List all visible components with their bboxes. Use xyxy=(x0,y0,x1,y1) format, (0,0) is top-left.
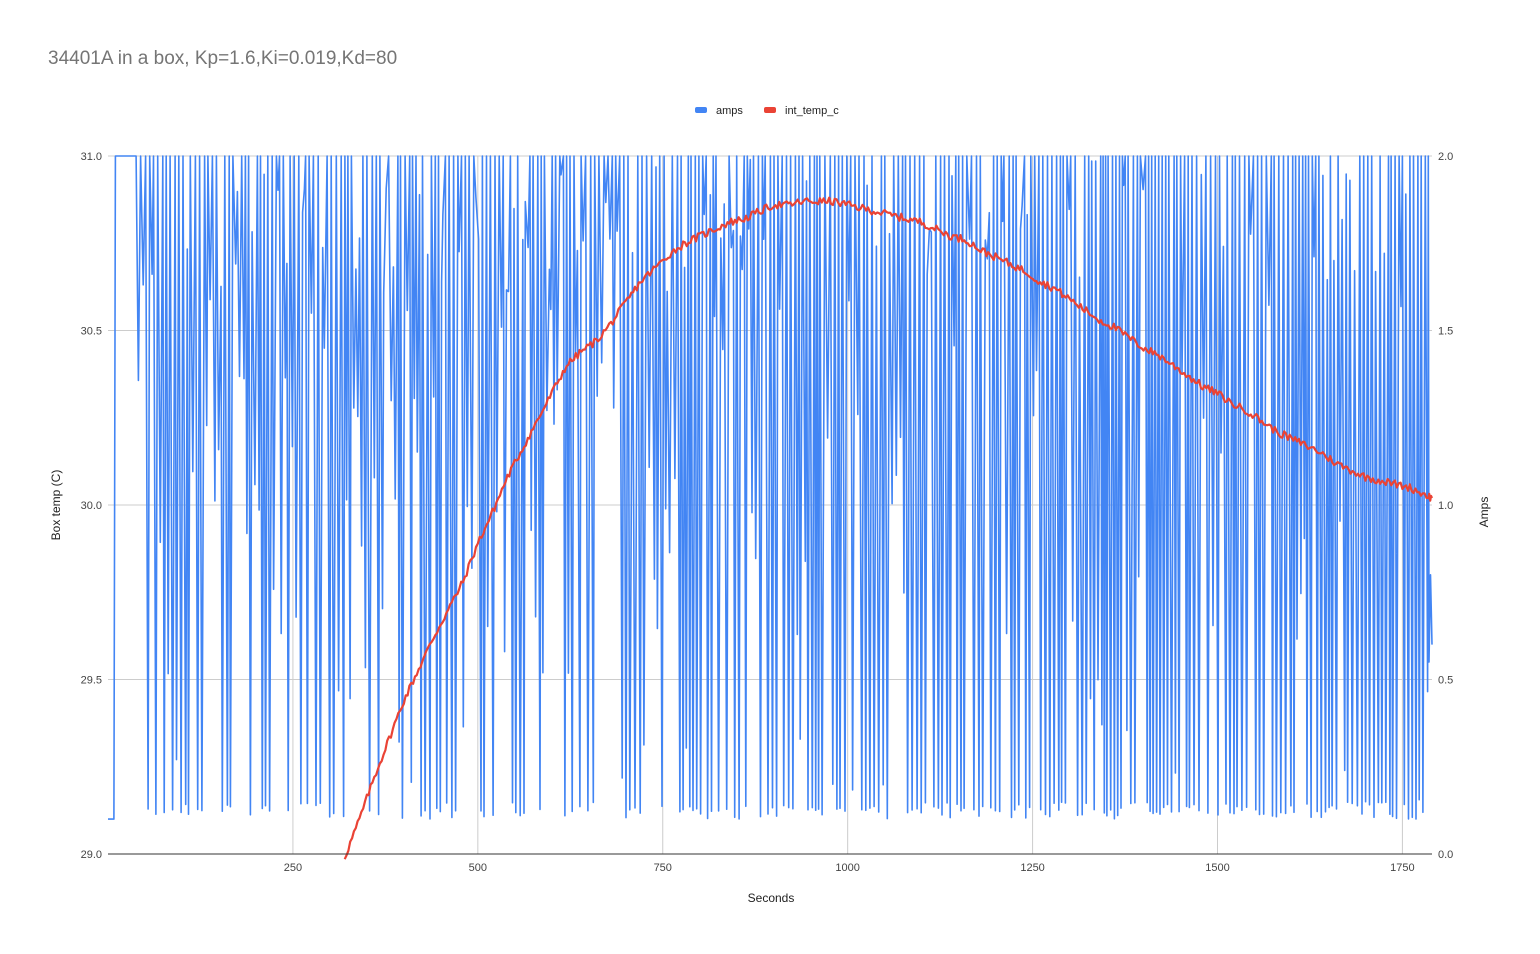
x-tick-label: 1500 xyxy=(1205,862,1229,874)
x-tick-label: 1250 xyxy=(1020,862,1044,874)
y-left-tick-label: 31.0 xyxy=(81,151,102,163)
x-tick-label: 750 xyxy=(654,862,672,874)
y-axis-right-label: Amps xyxy=(1477,497,1491,528)
y-right-tick-label: 0.0 xyxy=(1438,849,1453,861)
chart-title: 34401A in a box, Kp=1.6,Ki=0.019,Kd=80 xyxy=(48,48,398,69)
y-left-tick-label: 29.0 xyxy=(81,849,102,861)
x-axis-label: Seconds xyxy=(748,891,795,905)
amps-series xyxy=(108,155,1433,820)
y-left-tick-label: 29.5 xyxy=(81,675,102,687)
legend-label-amps: amps xyxy=(716,105,743,117)
legend-swatch-amps xyxy=(695,107,707,113)
legend-label-int-temp: int_temp_c xyxy=(785,105,839,117)
amps-line xyxy=(108,155,1433,820)
y-right-tick-label: 2.0 xyxy=(1438,151,1453,163)
y-right-tick-label: 0.5 xyxy=(1438,675,1453,687)
x-tick-label: 250 xyxy=(284,862,302,874)
x-tick-label: 1000 xyxy=(835,862,859,874)
legend: amps int_temp_c xyxy=(695,105,839,117)
axes: 29.0 29.5 30.0 30.5 31.0 0.0 0.5 1.0 1.5 2.0 250 50… xyxy=(81,151,1454,874)
x-tick-label: 500 xyxy=(469,862,487,874)
y-left-tick-label: 30.5 xyxy=(81,326,102,338)
y-right-tick-label: 1.0 xyxy=(1438,500,1453,512)
y-right-tick-label: 1.5 xyxy=(1438,326,1453,338)
y-left-tick-label: 30.0 xyxy=(81,500,102,512)
int-temp-series xyxy=(343,196,1434,860)
x-tick-label: 1750 xyxy=(1390,862,1414,874)
legend-swatch-int-temp xyxy=(764,107,776,113)
int-temp-line xyxy=(343,196,1434,860)
y-axis-left-label: Box temp (C) xyxy=(49,470,63,541)
